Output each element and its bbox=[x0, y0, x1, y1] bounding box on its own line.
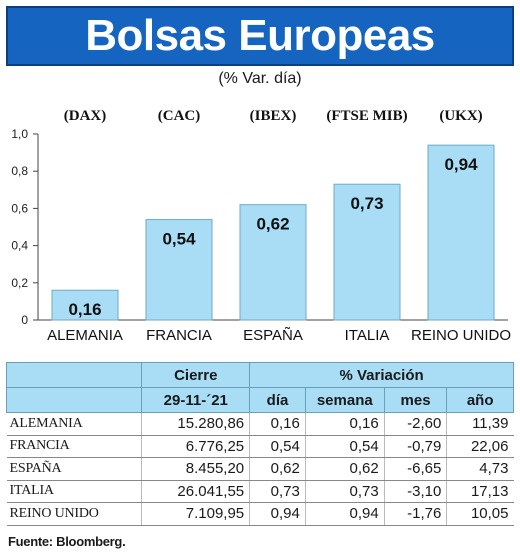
table-row: ALEMANIA 15.280,86 0,16 0,16 -2,60 11,39 bbox=[6, 412, 514, 436]
cell-close: 15.280,86 bbox=[141, 412, 251, 436]
cell-close: 6.776,25 bbox=[141, 435, 251, 458]
header-blank bbox=[5, 362, 143, 388]
cell-semana: 0,54 bbox=[305, 435, 385, 458]
bar bbox=[333, 183, 401, 321]
chart-subtitle: (% Var. día) bbox=[218, 70, 302, 87]
bar bbox=[239, 204, 307, 321]
category-label: ITALIA bbox=[345, 327, 390, 344]
table-row: ESPAÑA 8.455,20 0,62 0,62 -6,65 4,73 bbox=[6, 457, 514, 481]
cell-close: 8.455,20 bbox=[141, 457, 251, 481]
bar bbox=[427, 144, 495, 321]
category-label: ALEMANIA bbox=[47, 327, 123, 344]
y-tick-label: 0 bbox=[21, 313, 28, 327]
data-table-container: Cierre % Variación 29-11-´21 día semana … bbox=[5, 362, 514, 526]
table-row: REINO UNIDO 7.109,95 0,94 0,94 -1,76 10,05 bbox=[6, 502, 514, 526]
index-label: (DAX) bbox=[64, 108, 107, 124]
table-row: FRANCIA 6.776,25 0,54 0,54 -0,79 22,06 bbox=[6, 435, 514, 458]
cell-dia: 0,54 bbox=[249, 435, 306, 458]
y-tick-label: 0,4 bbox=[11, 239, 28, 253]
cell-close: 26.041,55 bbox=[141, 480, 251, 503]
cell-dia: 0,73 bbox=[249, 480, 306, 503]
source-note: Fuente: Bloomberg. bbox=[8, 534, 126, 549]
header-blank-2 bbox=[5, 387, 143, 413]
bar-value-label: 0,73 bbox=[350, 194, 383, 213]
data-table: Cierre % Variación 29-11-´21 día semana … bbox=[5, 362, 514, 526]
cell-semana: 0,16 bbox=[305, 412, 385, 436]
cell-anio: 11,39 bbox=[446, 412, 514, 436]
cell-dia: 0,94 bbox=[249, 502, 306, 526]
y-tick-label: 0,6 bbox=[11, 201, 28, 215]
category-label: REINO UNIDO bbox=[411, 327, 511, 344]
bar-chart: 0 0,2 0,4 0,6 0,8 1,0 0,16 ALEMANIA (DAX) 0,54 FRA… bbox=[11, 108, 511, 344]
cell-country: ALEMANIA bbox=[6, 412, 143, 436]
bar bbox=[145, 219, 213, 321]
table-row: ITALIA 26.041,55 0,73 0,73 -3,10 17,13 bbox=[6, 480, 514, 503]
header-semana: semana bbox=[304, 387, 385, 413]
cell-mes: -1,76 bbox=[384, 502, 448, 526]
bar-value-label: 0,54 bbox=[162, 230, 196, 249]
cell-mes: -6,65 bbox=[384, 457, 448, 481]
cell-country: FRANCIA bbox=[6, 435, 143, 458]
cell-dia: 0,62 bbox=[249, 457, 306, 481]
bar-value-label: 0,16 bbox=[68, 300, 101, 319]
cell-dia: 0,16 bbox=[249, 412, 306, 436]
bar-value-label: 0,62 bbox=[256, 215, 289, 234]
cell-anio: 10,05 bbox=[446, 502, 514, 526]
cell-country: ITALIA bbox=[6, 480, 143, 503]
cell-semana: 0,62 bbox=[305, 457, 385, 481]
title-banner: Bolsas Europeas bbox=[6, 6, 514, 66]
cell-anio: 22,06 bbox=[446, 435, 514, 458]
header-anio: año bbox=[446, 387, 514, 413]
category-label: FRANCIA bbox=[146, 327, 212, 344]
y-tick-label: 1,0 bbox=[11, 127, 28, 141]
cell-anio: 4,73 bbox=[446, 457, 514, 481]
cell-semana: 0,73 bbox=[305, 480, 385, 503]
index-label: (IBEX) bbox=[250, 108, 297, 124]
header-variacion: % Variación bbox=[249, 362, 514, 388]
cell-mes: -3,10 bbox=[384, 480, 448, 503]
y-tick-label: 0,2 bbox=[11, 276, 28, 290]
cell-anio: 17,13 bbox=[446, 480, 514, 503]
index-label: (FTSE MIB) bbox=[326, 108, 407, 124]
chart-title: Bolsas Europeas bbox=[85, 11, 435, 60]
header-mes: mes bbox=[383, 387, 448, 413]
cell-semana: 0,94 bbox=[305, 502, 385, 526]
table-header-row-2: 29-11-´21 día semana mes año bbox=[5, 387, 514, 413]
header-cierre: Cierre bbox=[141, 362, 251, 388]
bar-value-label: 0,94 bbox=[444, 155, 478, 174]
table-body: ALEMANIA 15.280,86 0,16 0,16 -2,60 11,39 FRANC… bbox=[6, 412, 514, 526]
header-date: 29-11-´21 bbox=[141, 387, 251, 413]
table-header-row-1: Cierre % Variación bbox=[5, 362, 514, 388]
index-label: (CAC) bbox=[158, 108, 201, 124]
cell-close: 7.109,95 bbox=[141, 502, 251, 526]
bar bbox=[51, 289, 119, 321]
cell-mes: -2,60 bbox=[384, 412, 448, 436]
cell-country: REINO UNIDO bbox=[6, 502, 143, 526]
category-label: ESPAÑA bbox=[243, 327, 303, 344]
y-tick-label: 0,8 bbox=[11, 164, 28, 178]
cell-country: ESPAÑA bbox=[6, 457, 143, 481]
header-dia: día bbox=[249, 387, 306, 413]
index-label: (UKX) bbox=[439, 108, 482, 124]
cell-mes: -0,79 bbox=[384, 435, 448, 458]
